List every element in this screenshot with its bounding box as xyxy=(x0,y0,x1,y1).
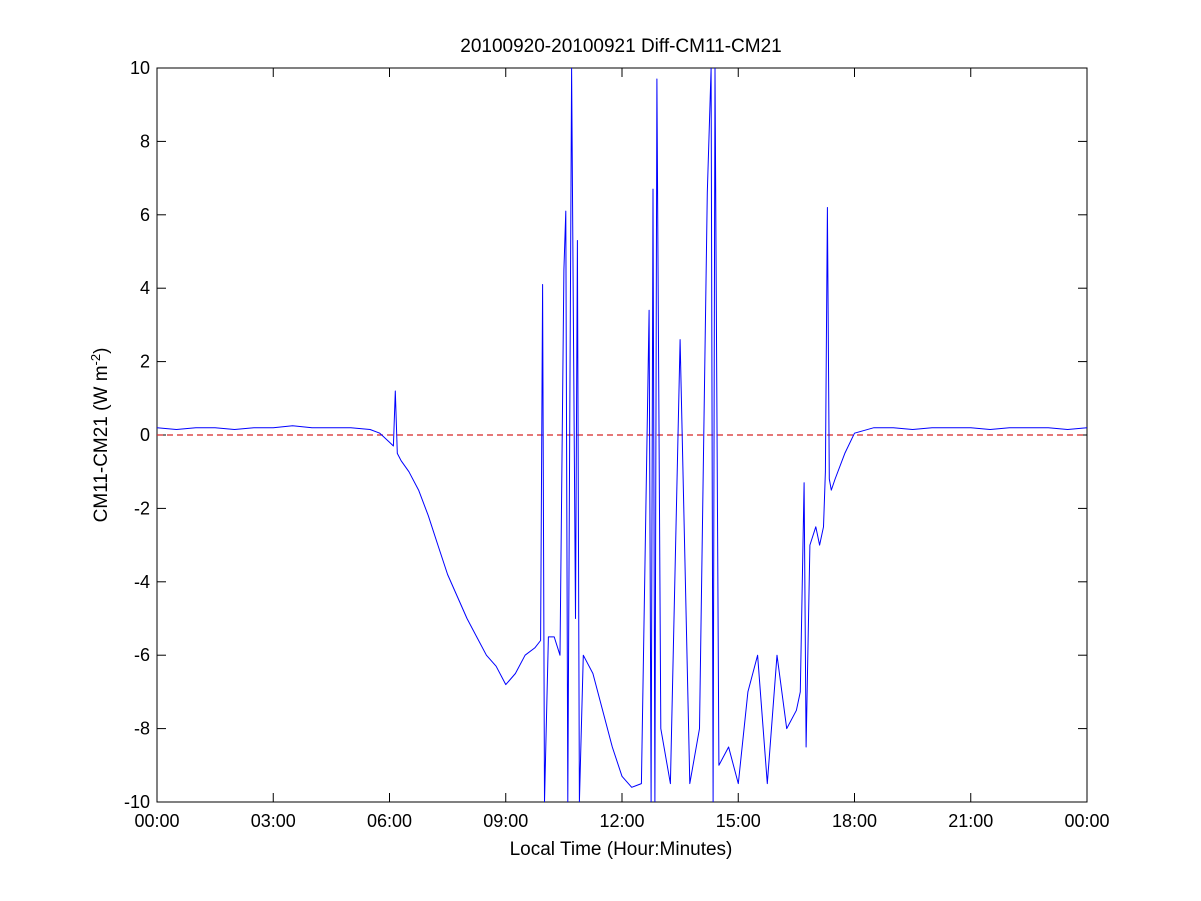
y-tick-label: -2 xyxy=(134,498,150,518)
x-tick-label: 03:00 xyxy=(251,811,296,831)
y-tick-label: 0 xyxy=(140,425,150,445)
x-tick-label: 00:00 xyxy=(1064,811,1109,831)
x-tick-label: 09:00 xyxy=(483,811,528,831)
chart-title: 20100920-20100921 Diff-CM11-CM21 xyxy=(460,36,781,57)
axis-ticks: 00:00 03:00 06:00 09:00 12:00 15:00 18:00 21:00… xyxy=(124,58,1110,831)
y-tick-label: -6 xyxy=(134,645,150,665)
y-axis-label-main: CM11-CM21 (W m xyxy=(91,365,112,522)
series-line xyxy=(157,68,1087,802)
x-tick-label: 00:00 xyxy=(134,811,179,831)
y-tick-label: 8 xyxy=(140,131,150,151)
data-series-layer xyxy=(157,68,1087,802)
y-axis-label-close: ) xyxy=(91,348,112,354)
y-tick-label: -10 xyxy=(124,792,150,812)
x-tick-label: 15:00 xyxy=(716,811,761,831)
y-tick-label: 10 xyxy=(130,58,150,78)
x-tick-label: 12:00 xyxy=(599,811,644,831)
x-tick-label: 06:00 xyxy=(367,811,412,831)
y-tick-label: 4 xyxy=(140,278,150,298)
x-tick-label: 21:00 xyxy=(948,811,993,831)
y-tick-label: -4 xyxy=(134,572,150,592)
y-tick-label: 6 xyxy=(140,205,150,225)
y-tick-label: -8 xyxy=(134,719,150,739)
x-tick-label: 18:00 xyxy=(832,811,877,831)
y-axis-label-exponent: -2 xyxy=(88,354,103,366)
y-axis-label: CM11-CM21 (W m-2) xyxy=(88,348,112,523)
x-axis-label: Local Time (Hour:Minutes) xyxy=(510,839,733,860)
y-tick-label: 2 xyxy=(140,352,150,372)
